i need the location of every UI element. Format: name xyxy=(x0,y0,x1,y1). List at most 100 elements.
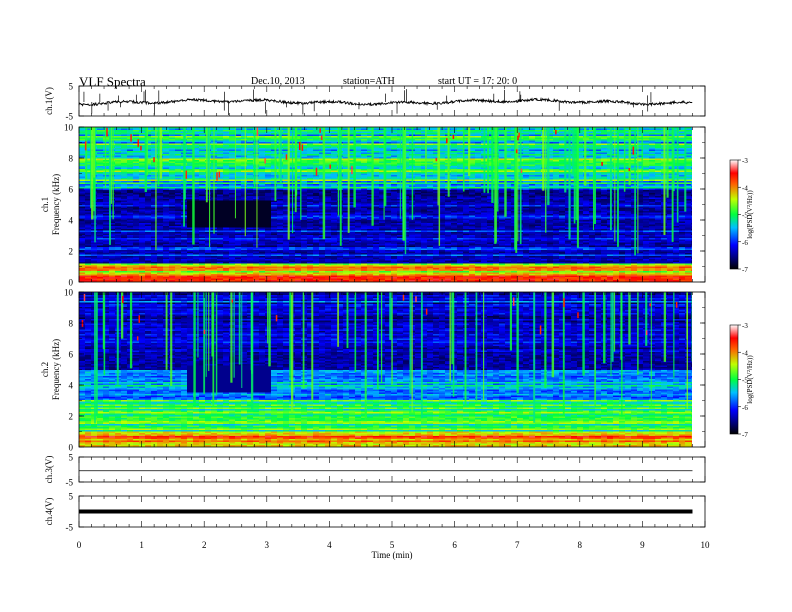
spectrogram-cell xyxy=(241,181,248,183)
spectrogram-cell xyxy=(535,181,542,183)
spectrogram-cell xyxy=(439,140,446,143)
spectrogram-cell xyxy=(685,152,692,155)
spectrogram-cell xyxy=(619,170,626,173)
spectrogram-cell xyxy=(457,139,464,141)
spectrogram-cell xyxy=(259,136,266,138)
spectrogram-cell xyxy=(235,194,242,197)
spectrogram-cell xyxy=(295,160,302,162)
spectrogram-cell xyxy=(523,142,530,144)
spectrogram-cell xyxy=(217,143,224,146)
spectrogram-cell xyxy=(463,136,470,138)
spectrogram-cell xyxy=(421,185,428,188)
spectrogram-cell xyxy=(415,196,422,198)
spectrogram-cell xyxy=(85,152,92,155)
spectrogram-cell xyxy=(667,154,674,156)
spectrogram-cell xyxy=(505,155,512,158)
spectrogram-cell xyxy=(253,185,260,188)
spectrogram-cell xyxy=(217,149,224,152)
spectrogram-cell xyxy=(151,176,158,179)
spectrogram-cell xyxy=(109,167,116,170)
spectrogram-cell xyxy=(475,194,482,197)
spectrogram-cell xyxy=(103,155,110,158)
spectrogram-cell xyxy=(271,131,278,134)
spectrogram-cell xyxy=(505,188,512,191)
spectrogram-cell xyxy=(427,131,434,134)
spectrogram-cell xyxy=(223,172,230,174)
spectrogram-cell xyxy=(175,166,182,168)
spectrogram-cell xyxy=(103,130,110,132)
spectrogram-cell xyxy=(391,148,398,150)
spectrogram-cell xyxy=(133,151,140,153)
spectrogram-cell xyxy=(373,191,380,194)
spectrogram-cell xyxy=(199,175,206,177)
spectrogram-cell xyxy=(139,185,146,188)
spectrogram-cell xyxy=(421,197,428,200)
spectrogram-cell xyxy=(301,196,308,198)
spectrogram-cell xyxy=(175,127,182,129)
spectrogram-cell xyxy=(79,167,86,170)
spectrogram-cell xyxy=(373,197,380,200)
spectrogram-cell xyxy=(565,187,572,189)
spectrogram-cell xyxy=(613,149,620,152)
spectrogram-cell xyxy=(217,185,224,188)
spectrogram-cell xyxy=(103,167,110,170)
spectrogram-cell xyxy=(427,185,434,188)
spectrogram-cell xyxy=(319,184,326,186)
spectrogram-cell xyxy=(259,157,266,159)
spectrogram-cell xyxy=(103,143,110,146)
spectrogram-cell xyxy=(415,179,422,182)
spectrogram-cell xyxy=(685,140,692,143)
spectrogram-cell xyxy=(589,133,596,135)
spectrogram-cell xyxy=(535,187,542,189)
spectrogram-cell xyxy=(415,136,422,138)
spectrogram-cell xyxy=(301,130,308,132)
spectrogram-cell xyxy=(439,185,446,188)
spectrogram-cell xyxy=(253,166,260,168)
spectrogram-cell xyxy=(313,176,320,179)
spectrogram-cell xyxy=(691,179,692,182)
spectrogram-cell xyxy=(469,170,476,173)
spectrogram-cell xyxy=(169,185,176,188)
spectrogram-cell xyxy=(253,152,260,155)
spectrogram-cell xyxy=(355,157,362,159)
spectrogram-cell xyxy=(361,167,368,170)
spectrogram-cell xyxy=(361,173,368,176)
spectrogram-cell xyxy=(217,170,224,173)
spectrogram-cell xyxy=(625,146,632,149)
spectrogram-cell xyxy=(163,140,170,143)
spectrogram-cell xyxy=(439,160,446,162)
spectrogram-cell xyxy=(121,155,128,158)
spectrogram-cell xyxy=(601,176,608,179)
spectrogram-cell xyxy=(655,167,662,170)
spectrogram-cell xyxy=(529,127,536,129)
spectrogram-cell xyxy=(229,155,236,158)
spectrogram-cell xyxy=(649,173,656,176)
spectrogram-cell xyxy=(487,130,494,132)
spectrogram-cell xyxy=(157,184,164,186)
spectrogram-cell xyxy=(535,127,542,129)
spectrogram-cell xyxy=(691,163,692,165)
spectrogram-cell xyxy=(175,154,182,156)
spectrogram-cell xyxy=(85,139,92,141)
spectrogram-cell xyxy=(361,182,368,185)
spectrogram-cell xyxy=(235,127,242,129)
spectrogram-cell xyxy=(175,155,182,158)
spectrogram-cell xyxy=(115,187,122,189)
spectrogram-cell xyxy=(343,184,350,186)
spectrogram-cell xyxy=(487,145,494,147)
spectrogram-cell xyxy=(391,143,398,146)
spectrogram-cell xyxy=(109,164,116,167)
spectrogram-cell xyxy=(199,164,206,167)
spectrogram-cell xyxy=(523,197,530,200)
spectrogram-cell xyxy=(529,157,536,159)
spectrogram-cell xyxy=(139,184,146,186)
spectrogram-cell xyxy=(307,176,314,179)
spectrogram-cell xyxy=(199,163,206,165)
spectrogram-cell xyxy=(523,137,530,140)
spectrogram-cell xyxy=(271,185,278,188)
spectrogram-cell xyxy=(373,176,380,179)
spectrogram-cell xyxy=(319,188,326,191)
spectrogram-cell xyxy=(313,148,320,150)
spectrogram-cell xyxy=(217,160,224,162)
spectrogram-cell xyxy=(685,128,692,131)
